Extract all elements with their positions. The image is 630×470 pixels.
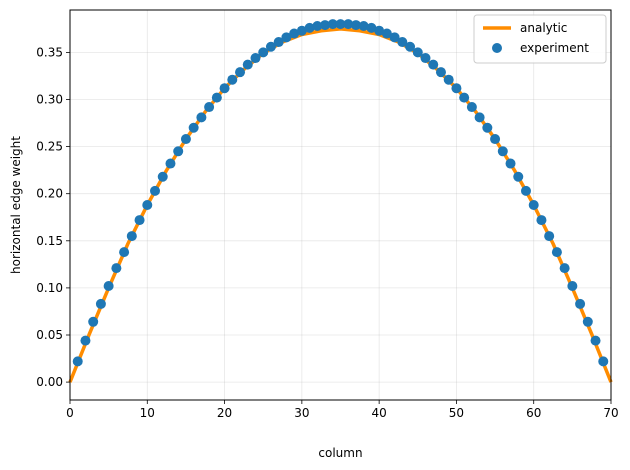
experiment-point xyxy=(397,37,408,48)
y-tick-label: 0.35 xyxy=(36,45,63,59)
x-tick-label: 20 xyxy=(217,406,232,420)
experiment-point xyxy=(582,316,593,327)
experiment-point xyxy=(304,22,315,33)
y-tick-label: 0.20 xyxy=(36,187,63,201)
experiment-point xyxy=(474,112,485,123)
experiment-point xyxy=(134,215,145,226)
legend-experiment-label: experiment xyxy=(520,41,589,55)
experiment-point xyxy=(157,171,168,182)
y-tick-label: 0.25 xyxy=(36,140,63,154)
plot-area xyxy=(68,19,613,383)
experiment-point xyxy=(296,25,307,36)
x-tick-label: 40 xyxy=(372,406,387,420)
experiment-point xyxy=(590,335,601,346)
experiment-point xyxy=(265,41,276,52)
experiment-point xyxy=(320,20,331,31)
axes-frame xyxy=(69,9,612,401)
experiment-point xyxy=(528,200,539,210)
legend-analytic-label: analytic xyxy=(520,21,567,35)
experiment-point xyxy=(165,158,176,169)
experiment-point xyxy=(575,298,586,309)
experiment-point xyxy=(598,356,609,367)
experiment-point xyxy=(466,102,477,113)
experiment-point xyxy=(103,281,114,292)
experiment-point xyxy=(211,92,222,103)
experiment-point xyxy=(435,67,446,78)
experiment-point xyxy=(88,316,99,327)
y-tick-label: 0.10 xyxy=(36,281,63,295)
experiment-point xyxy=(72,356,83,367)
experiment-point xyxy=(281,32,292,43)
y-tick-label: 0.05 xyxy=(36,328,63,342)
experiment-point xyxy=(451,83,462,94)
experiment-point xyxy=(188,122,199,133)
y-tick-label: 0.00 xyxy=(36,375,63,389)
experiment-point xyxy=(405,41,416,52)
experiment-point xyxy=(428,59,439,70)
experiment-point xyxy=(559,263,570,274)
experiment-point xyxy=(312,21,323,32)
experiment-point xyxy=(412,47,423,58)
experiment-point xyxy=(227,74,238,85)
experiment-point xyxy=(482,122,493,133)
experiment-point xyxy=(366,22,377,33)
experiment-point xyxy=(536,215,547,226)
experiment-point xyxy=(420,53,431,64)
experiment-point xyxy=(250,53,261,64)
experiment-point xyxy=(204,102,215,113)
experiment-point xyxy=(173,146,184,157)
y-axis-ticks: 0.00 0.05 0.10 0.15 0.20 0.25 0.30 0.35 xyxy=(36,45,70,389)
x-tick-label: 0 xyxy=(66,406,74,420)
experiment-point xyxy=(459,92,470,103)
x-axis-label: column xyxy=(318,446,362,460)
experiment-point xyxy=(343,19,354,30)
experiment-point xyxy=(389,32,400,43)
experiment-point xyxy=(374,25,385,36)
experiment-point xyxy=(567,281,578,292)
experiment-point xyxy=(258,47,269,58)
experiment-point xyxy=(80,335,91,346)
x-tick-label: 70 xyxy=(603,406,618,420)
experiment-point xyxy=(196,112,207,123)
experiment-point xyxy=(150,185,161,196)
experiment-point xyxy=(242,59,253,70)
experiment-point xyxy=(497,146,508,157)
x-tick-label: 50 xyxy=(449,406,464,420)
experiment-point xyxy=(381,28,392,39)
experiment-point xyxy=(119,247,130,258)
y-axis-label: horizontal edge weight xyxy=(9,136,23,274)
experiment-point xyxy=(273,37,284,48)
experiment-point xyxy=(327,19,338,30)
y-tick-label: 0.15 xyxy=(36,234,63,248)
experiment-point xyxy=(111,263,122,274)
experiment-point xyxy=(551,247,562,258)
experiment-point xyxy=(95,298,106,309)
experiment-point xyxy=(235,67,246,78)
legend: analytic experiment xyxy=(473,14,607,64)
experiment-point xyxy=(126,231,137,242)
x-tick-label: 10 xyxy=(140,406,155,420)
experiment-point xyxy=(350,20,361,31)
legend-experiment-swatch xyxy=(492,43,502,53)
experiment-point xyxy=(289,28,300,39)
experiment-point xyxy=(520,185,531,196)
experiment-point xyxy=(180,134,191,145)
experiment-point xyxy=(142,200,153,210)
experiment-point xyxy=(219,83,230,94)
experiment-point xyxy=(490,134,501,145)
experiment-point xyxy=(335,19,346,30)
x-tick-label: 60 xyxy=(526,406,541,420)
experiment-point xyxy=(544,231,555,242)
experiment-point xyxy=(443,74,454,85)
experiment-point xyxy=(505,158,516,169)
y-tick-label: 0.30 xyxy=(36,92,63,106)
x-tick-label: 30 xyxy=(294,406,309,420)
experiment-point xyxy=(513,171,524,182)
x-axis-ticks: 0 10 20 30 40 50 60 70 xyxy=(66,400,619,420)
experiment-point xyxy=(358,21,369,32)
